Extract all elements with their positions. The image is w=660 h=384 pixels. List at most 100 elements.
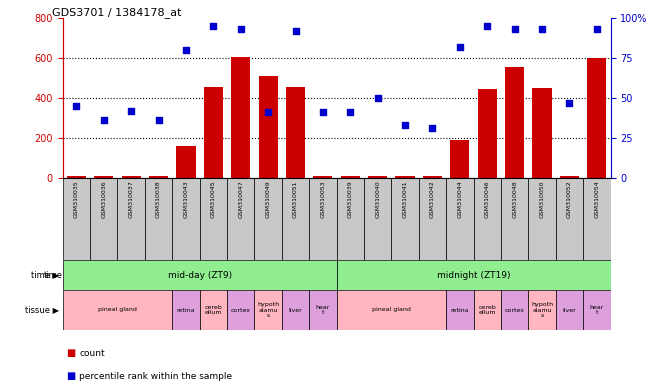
Point [537, 26, 547, 32]
Bar [395, 176, 414, 178]
Bar [67, 176, 86, 178]
Point [236, 26, 246, 32]
Bar [117, 178, 145, 260]
Bar [368, 176, 387, 178]
Point [427, 125, 438, 131]
Text: GSM310048: GSM310048 [512, 180, 517, 218]
Text: time: time [44, 270, 63, 280]
Bar [446, 290, 473, 330]
Bar [199, 178, 227, 260]
Bar [556, 178, 583, 260]
Bar [172, 178, 200, 260]
Bar [474, 178, 501, 260]
Point [482, 23, 492, 29]
Bar [450, 140, 469, 178]
Bar [560, 176, 579, 178]
Bar [505, 67, 524, 178]
Bar [533, 88, 552, 178]
Text: hear
t: hear t [589, 305, 604, 315]
Text: liver: liver [288, 308, 302, 313]
Point [372, 95, 383, 101]
Bar [341, 176, 360, 178]
Point [564, 100, 575, 106]
Bar [309, 178, 337, 260]
Text: GSM310042: GSM310042 [430, 180, 435, 218]
Text: cereb
ellum: cereb ellum [205, 305, 222, 315]
Bar [63, 260, 337, 290]
Text: cortex: cortex [505, 308, 525, 313]
Bar [391, 178, 418, 260]
Bar [231, 57, 250, 178]
Point [71, 103, 82, 109]
Point [345, 109, 356, 116]
Point [181, 47, 191, 53]
Bar [149, 176, 168, 178]
Text: time ▶: time ▶ [31, 270, 59, 280]
Bar [286, 87, 305, 178]
Text: GSM310038: GSM310038 [156, 180, 161, 218]
Text: cortex: cortex [231, 308, 251, 313]
Point [510, 26, 520, 32]
Bar [478, 89, 497, 178]
Point [317, 109, 328, 116]
Bar [423, 176, 442, 178]
Bar [418, 178, 446, 260]
Bar [587, 58, 607, 178]
Text: GSM310036: GSM310036 [101, 180, 106, 218]
Text: GSM310044: GSM310044 [457, 180, 463, 218]
Bar [282, 290, 309, 330]
Bar [255, 290, 282, 330]
Point [98, 118, 109, 124]
Bar [337, 178, 364, 260]
Bar [255, 178, 282, 260]
Text: retina: retina [177, 308, 195, 313]
Point [455, 44, 465, 50]
Text: GSM310039: GSM310039 [348, 180, 353, 218]
Bar [364, 178, 391, 260]
Text: hear
t: hear t [315, 305, 330, 315]
Text: GSM310035: GSM310035 [74, 180, 79, 218]
Bar [121, 176, 141, 178]
Bar [529, 178, 556, 260]
Bar [501, 178, 529, 260]
Bar [446, 178, 473, 260]
Bar [63, 290, 172, 330]
Text: GSM310045: GSM310045 [211, 180, 216, 218]
Text: GSM310037: GSM310037 [129, 180, 134, 218]
Text: ■: ■ [66, 371, 75, 381]
Bar [199, 290, 227, 330]
Bar [529, 290, 556, 330]
Point [263, 109, 273, 116]
Point [400, 122, 411, 128]
Bar [556, 290, 583, 330]
Bar [309, 290, 337, 330]
Text: GSM310051: GSM310051 [293, 180, 298, 218]
Bar [337, 260, 610, 290]
Bar [314, 176, 333, 178]
Point [126, 108, 137, 114]
Point [591, 26, 602, 32]
Text: GSM310046: GSM310046 [484, 180, 490, 218]
Text: liver: liver [562, 308, 576, 313]
Bar [501, 290, 529, 330]
Text: GSM310040: GSM310040 [375, 180, 380, 218]
Text: count: count [79, 349, 105, 358]
Text: GSM310054: GSM310054 [594, 180, 599, 218]
Text: GSM310050: GSM310050 [539, 180, 544, 218]
Bar [259, 76, 278, 178]
Bar [583, 178, 611, 260]
Text: hypoth
alamu
s: hypoth alamu s [531, 302, 553, 318]
Text: GDS3701 / 1384178_at: GDS3701 / 1384178_at [51, 7, 182, 18]
Text: GSM310052: GSM310052 [567, 180, 572, 218]
Bar [204, 87, 223, 178]
Text: GSM310043: GSM310043 [183, 180, 189, 218]
Bar [282, 178, 309, 260]
Text: retina: retina [451, 308, 469, 313]
Text: hypoth
alamu
s: hypoth alamu s [257, 302, 279, 318]
Text: GSM310049: GSM310049 [265, 180, 271, 218]
Point [208, 23, 218, 29]
Text: GSM310047: GSM310047 [238, 180, 244, 218]
Bar [337, 290, 446, 330]
Text: pineal gland: pineal gland [372, 308, 411, 313]
Text: cereb
ellum: cereb ellum [478, 305, 496, 315]
